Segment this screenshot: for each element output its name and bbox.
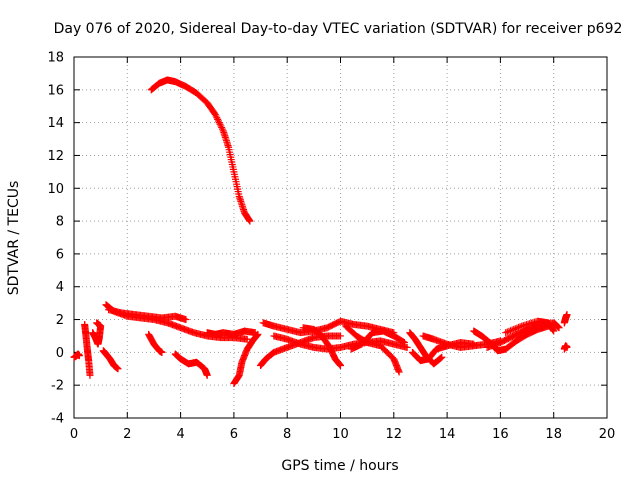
data-point-plus [86,371,94,379]
x-tick-labels: 0 2 4 6 8 10 12 14 16 18 20 [70,427,615,442]
chart-title: Day 076 of 2020, Sidereal Day-to-day VTE… [54,21,623,37]
data-point-plus [214,115,222,123]
data-point-plus [212,112,220,120]
data-point-plus [203,371,211,379]
data-point-plus [563,343,571,351]
y-tick-labels: -4 -2 0 2 4 6 8 10 12 14 16 18 [47,51,64,427]
x-tick-label: 14 [439,427,456,442]
x-tick-label: 4 [176,427,184,442]
series-arc-15 [299,324,344,369]
data-point-plus [246,217,254,225]
data-point-plus [216,120,224,128]
x-tick-label: 8 [283,427,291,442]
series-arc-2 [81,320,94,379]
x-tick-label: 18 [545,427,562,442]
x-tick-label: 12 [386,427,403,442]
data-marks [70,76,571,388]
series-arc-3 [89,319,105,348]
data-point-plus [516,323,524,331]
data-point-plus [337,361,344,369]
data-point-plus [550,327,558,335]
data-point-plus [515,323,523,331]
series-arc-18 [406,329,446,368]
series-arc-4 [99,347,122,373]
y-tick-label: 16 [47,83,64,98]
data-point-plus [213,114,221,122]
data-point-plus [563,311,571,319]
data-point-plus [215,119,223,127]
x-tick-label: 20 [599,427,616,442]
y-tick-label: 8 [56,215,64,230]
data-point-plus [555,324,563,332]
series-arc-6 [105,306,190,324]
data-point-plus [505,327,513,335]
x-tick-label: 6 [230,427,238,442]
series-arc-8 [171,350,211,379]
x-tick-label: 16 [492,427,509,442]
y-tick-label: 2 [56,313,64,328]
data-point-plus [158,348,166,356]
data-point-plus [217,122,225,130]
data-point-plus [400,339,408,347]
data-point-plus [399,338,407,346]
data-point-plus [218,124,226,132]
series-arc-17 [347,327,408,353]
y-tick-label: 4 [56,280,64,295]
data-point-plus [214,117,222,125]
y-axis-title: SDTVAR / TECUs [6,181,22,296]
data-point-plus [75,352,83,360]
y-tick-label: 12 [47,149,64,164]
series-arc-25 [560,342,571,353]
data-point-plus [218,125,226,133]
data-point-plus [502,329,510,337]
data-point-plus [182,316,190,324]
data-point-plus [508,326,516,334]
data-point-plus [114,365,122,373]
series-arc-11 [230,330,262,388]
data-point-plus [503,328,511,336]
data-point-plus [243,335,251,343]
y-tick-label: 18 [47,51,64,66]
series-arc-10 [203,327,259,338]
y-tick-label: 6 [56,247,64,262]
series-arc-13 [259,317,398,337]
series-arc-24 [560,311,571,327]
y-tick-label: 0 [56,346,64,361]
y-tick-label: -2 [51,379,64,394]
data-point-plus [513,324,521,332]
data-point-plus [436,355,444,363]
series-arc-1 [70,350,83,361]
data-point-plus [93,319,101,327]
series-arc-7 [145,330,166,356]
data-point-plus [254,330,262,338]
data-point-plus [507,327,515,335]
data-point-plus [438,353,446,361]
x-tick-label: 10 [332,427,349,442]
data-point-plus [337,332,344,340]
data-point-plus [395,368,403,376]
x-axis-title: GPS time / hours [281,458,398,474]
x-tick-label: 0 [70,427,78,442]
data-point-plus [437,354,445,362]
y-tick-label: 14 [47,116,64,131]
axis-ticks [73,56,608,419]
data-point-plus [510,325,518,333]
y-tick-label: 10 [47,182,64,197]
x-tick-label: 2 [123,427,131,442]
data-point-plus [403,343,411,351]
series-arc-23 [502,317,558,337]
y-tick-label: -4 [51,412,64,427]
data-point-plus [211,110,219,118]
data-point-plus [511,325,519,333]
series-arc-9 [147,76,254,225]
